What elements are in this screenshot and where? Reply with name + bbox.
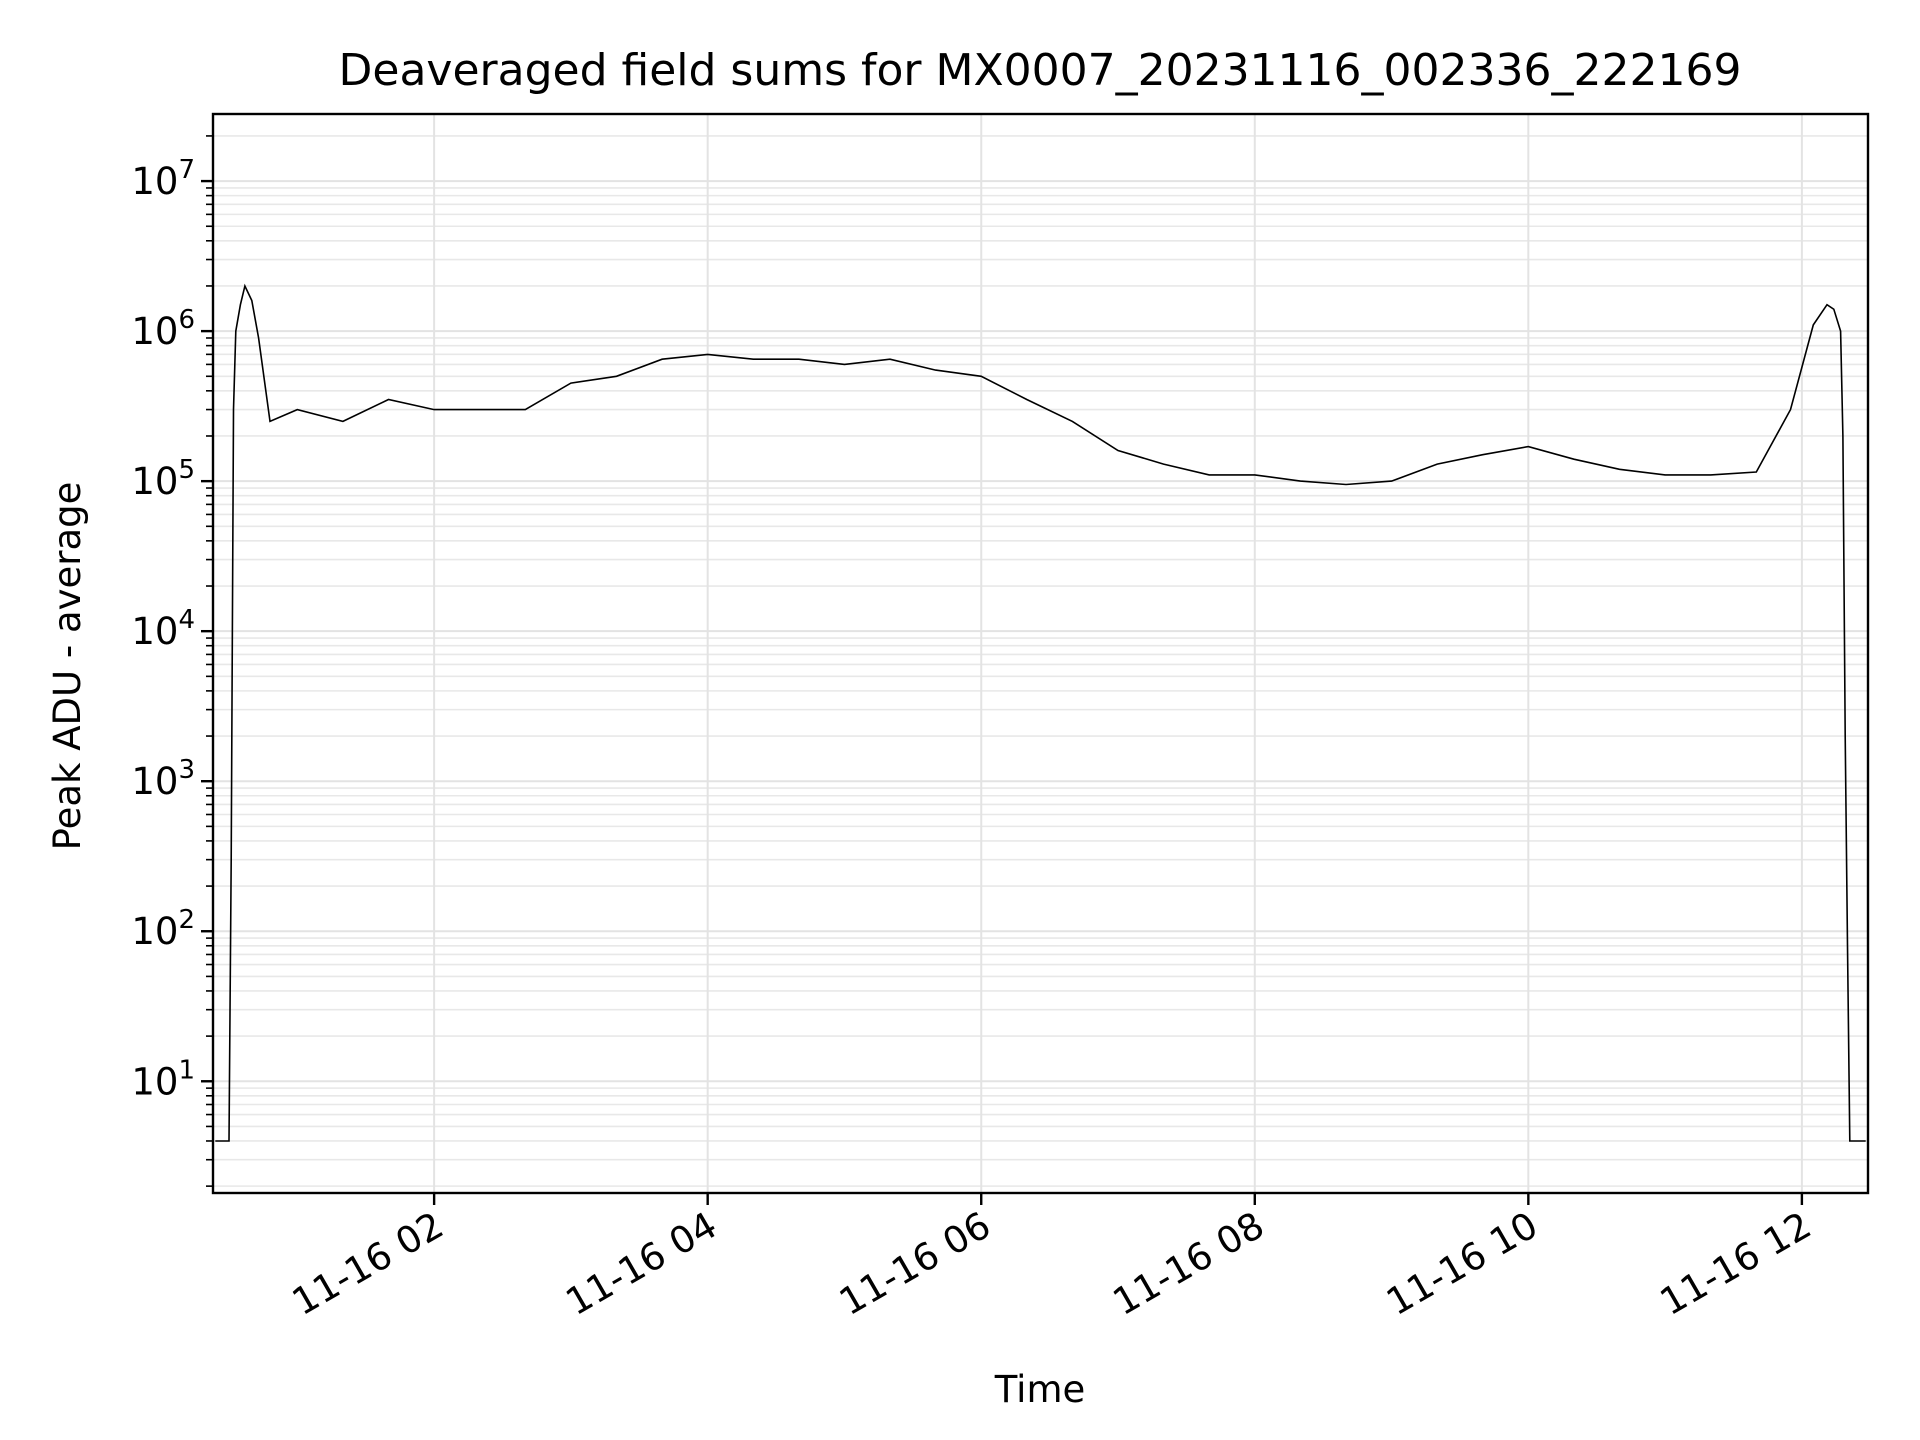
x-tick-label: 11-16 04 (559, 1204, 725, 1324)
y-tick-label: 101 (131, 1055, 195, 1103)
y-tick-label: 102 (131, 905, 195, 953)
x-tick-label: 11-16 10 (1379, 1204, 1545, 1324)
major-gridlines (213, 114, 1868, 1193)
y-tick-label: 104 (131, 605, 195, 653)
y-tick-label: 105 (131, 455, 195, 503)
minor-gridlines (213, 135, 1868, 1187)
y-tick-labels: 101 102 103 104 105 106 107 (131, 155, 195, 1103)
x-axis-label: Time (994, 1368, 1086, 1411)
series-line-peak-adu (215, 283, 1866, 1142)
chart-title: Deaveraged field sums for MX0007_2023111… (339, 45, 1742, 96)
x-tick-labels: 11-16 02 11-16 04 11-16 06 11-16 08 11-16 10… (285, 1204, 1818, 1324)
y-tick-label: 103 (131, 755, 195, 803)
y-axis-label: Peak ADU - average (46, 482, 89, 851)
x-tick-label: 11-16 12 (1653, 1204, 1819, 1324)
x-tick-label: 11-16 02 (285, 1204, 451, 1324)
y-tick-label: 106 (131, 305, 195, 353)
axis-ticks (201, 135, 1804, 1205)
x-tick-label: 11-16 06 (832, 1204, 998, 1324)
x-tick-label: 11-16 08 (1106, 1204, 1272, 1324)
plot-frame (211, 112, 1870, 1195)
y-tick-label: 107 (131, 155, 195, 203)
